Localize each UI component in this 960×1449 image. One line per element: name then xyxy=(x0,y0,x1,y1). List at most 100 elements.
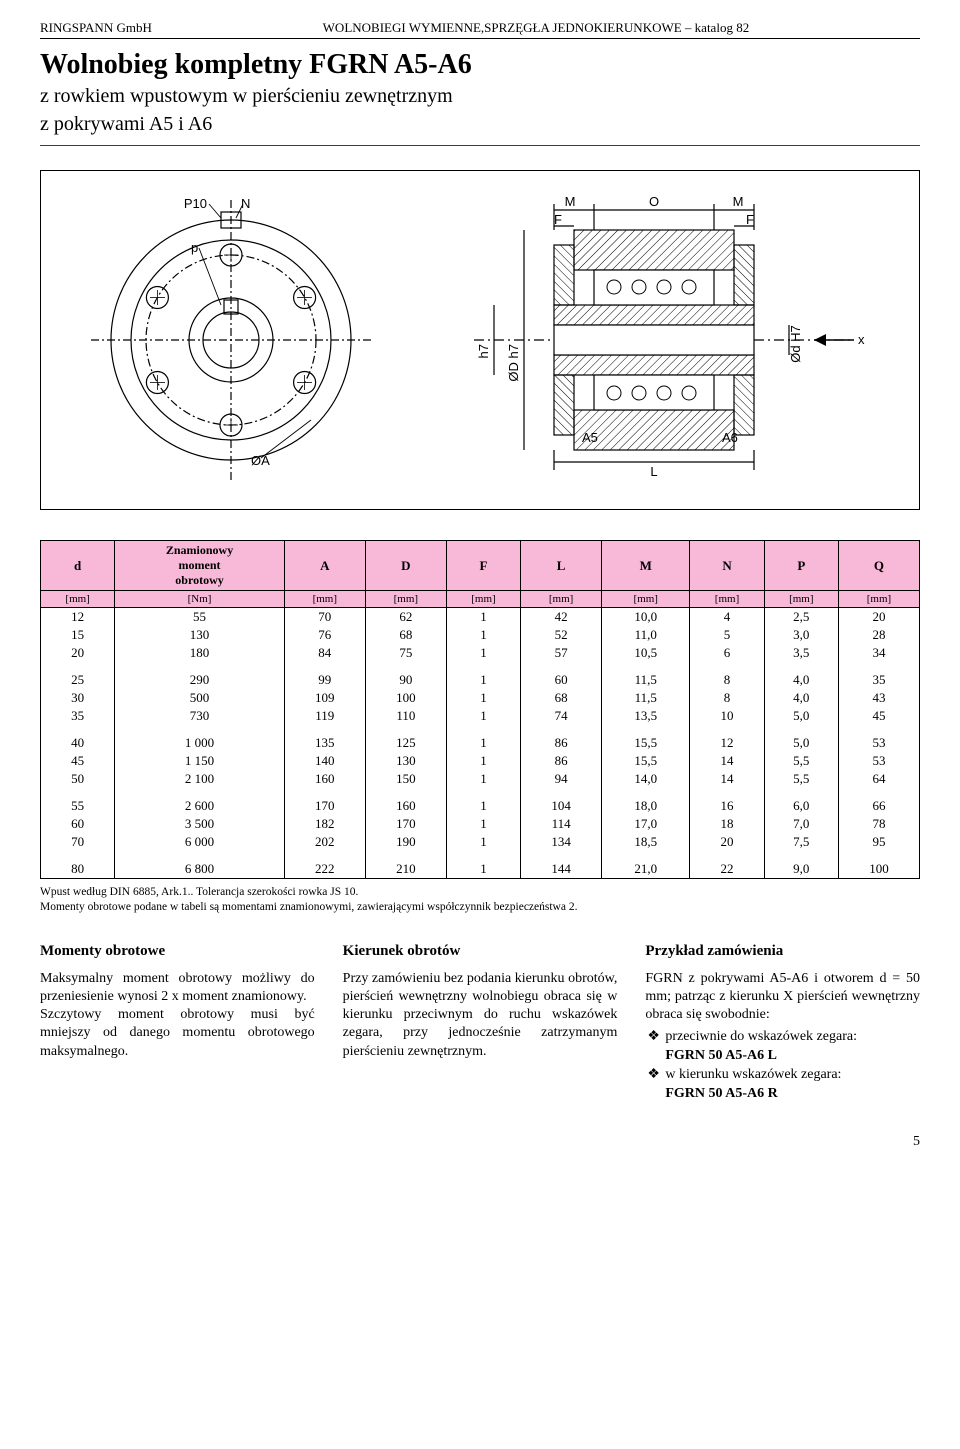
table-cell: 3,5 xyxy=(764,644,838,671)
col-n: N xyxy=(690,541,764,591)
table-cell: 14 xyxy=(690,770,764,797)
table-cell: 60 xyxy=(41,815,115,833)
table-cell: 52 xyxy=(521,626,602,644)
table-cell: 730 xyxy=(115,707,285,734)
table-row: 706 000202190113418,5207,595 xyxy=(41,833,920,860)
section1-p2: Szczytowy moment obrotowy musi być mniej… xyxy=(40,1006,315,1061)
col-torque: Znamionowymomentobrotowy xyxy=(115,541,285,591)
table-cell: 1 xyxy=(446,644,520,671)
table-cell: 11,5 xyxy=(602,689,690,707)
label-m1: M xyxy=(565,194,576,209)
table-cell: 1 xyxy=(446,671,520,689)
table-cell: 5,5 xyxy=(764,770,838,797)
label-a6: A6 xyxy=(722,430,738,445)
table-cell: 94 xyxy=(521,770,602,797)
order-list: przeciwnie do wskazówek zegara: FGRN 50 … xyxy=(645,1028,920,1104)
table-cell: 55 xyxy=(115,608,285,627)
table-cell: 150 xyxy=(365,770,446,797)
table-cell: 8 xyxy=(690,671,764,689)
table-cell: 170 xyxy=(365,815,446,833)
section2-title: Kierunek obrotów xyxy=(343,943,618,960)
table-cell: 14 xyxy=(690,752,764,770)
table-cell: 13,5 xyxy=(602,707,690,734)
table-cell: 17,0 xyxy=(602,815,690,833)
col-m: M xyxy=(602,541,690,591)
divider-red xyxy=(40,145,920,146)
table-cell: 114 xyxy=(521,815,602,833)
table-footnote: Wpust według DIN 6885, Ark.1.. Tolerancj… xyxy=(40,885,920,915)
table-cell: 6 000 xyxy=(115,833,285,860)
table-row: 401 00013512518615,5125,053 xyxy=(41,734,920,752)
table-cell: 35 xyxy=(838,671,919,689)
table-row: 451 15014013018615,5145,553 xyxy=(41,752,920,770)
table-row: 552 600170160110418,0166,066 xyxy=(41,797,920,815)
table-cell: 104 xyxy=(521,797,602,815)
drawing-front-view: N P10 p ØA xyxy=(76,190,386,490)
table-cell: 210 xyxy=(365,860,446,879)
order-item-ccw-code: FGRN 50 A5-A6 L xyxy=(665,1048,777,1063)
section1-title: Momenty obrotowe xyxy=(40,943,315,960)
table-cell: 35 xyxy=(41,707,115,734)
table-cell: 57 xyxy=(521,644,602,671)
page-header: RINGSPANN GmbH WOLNOBIEGI WYMIENNE,SPRZĘ… xyxy=(40,20,920,39)
info-columns: Momenty obrotowe Maksymalny moment obrot… xyxy=(40,943,920,1104)
table-cell: 1 xyxy=(446,815,520,833)
table-cell: 53 xyxy=(838,734,919,752)
table-cell: 66 xyxy=(838,797,919,815)
table-cell: 75 xyxy=(365,644,446,671)
header-catalog: WOLNOBIEGI WYMIENNE,SPRZĘGŁA JEDNOKIERUN… xyxy=(152,20,920,36)
table-cell: 8 xyxy=(690,689,764,707)
table-cell: 119 xyxy=(284,707,365,734)
table-cell: 110 xyxy=(365,707,446,734)
table-cell: 64 xyxy=(838,770,919,797)
unit-m: [mm] xyxy=(602,591,690,608)
table-cell: 135 xyxy=(284,734,365,752)
table-cell: 34 xyxy=(838,644,919,671)
unit-nm: [Nm] xyxy=(115,591,285,608)
table-cell: 18,0 xyxy=(602,797,690,815)
table-cell: 100 xyxy=(365,689,446,707)
table-cell: 1 xyxy=(446,770,520,797)
table-cell: 7,5 xyxy=(764,833,838,860)
table-cell: 1 xyxy=(446,689,520,707)
drawing-section-view: M O M F F L ØD h7 h7 Ød H7 A5 A6 x xyxy=(444,190,884,490)
table-cell: 90 xyxy=(365,671,446,689)
unit-a: [mm] xyxy=(284,591,365,608)
table-cell: 42 xyxy=(521,608,602,627)
table-cell: 68 xyxy=(521,689,602,707)
label-o: O xyxy=(649,194,659,209)
label-p10: P10 xyxy=(184,196,207,211)
col-f: F xyxy=(446,541,520,591)
table-cell: 50 xyxy=(41,770,115,797)
table-cell: 3 500 xyxy=(115,815,285,833)
table-cell: 12 xyxy=(41,608,115,627)
order-item-ccw: przeciwnie do wskazówek zegara: FGRN 50 … xyxy=(645,1028,920,1066)
label-f2: F xyxy=(746,212,754,227)
label-p: p xyxy=(191,240,198,255)
col-l: L xyxy=(521,541,602,591)
col-q: Q xyxy=(838,541,919,591)
table-cell: 15 xyxy=(41,626,115,644)
col-p: P xyxy=(764,541,838,591)
technical-drawing: N P10 p ØA xyxy=(40,170,920,510)
table-cell: 68 xyxy=(365,626,446,644)
table-cell: 1 xyxy=(446,707,520,734)
table-cell: 15,5 xyxy=(602,752,690,770)
table-cell: 3,0 xyxy=(764,626,838,644)
label-phiD: ØD h7 xyxy=(506,344,521,382)
unit-p: [mm] xyxy=(764,591,838,608)
label-m2: M xyxy=(733,194,744,209)
table-cell: 190 xyxy=(365,833,446,860)
table-cell: 15,5 xyxy=(602,734,690,752)
table-cell: 28 xyxy=(838,626,919,644)
table-cell: 45 xyxy=(838,707,919,734)
table-row: 25290999016011,584,035 xyxy=(41,671,920,689)
table-cell: 170 xyxy=(284,797,365,815)
col-a: A xyxy=(284,541,365,591)
table-cell: 109 xyxy=(284,689,365,707)
table-cell: 80 xyxy=(41,860,115,879)
table-cell: 500 xyxy=(115,689,285,707)
table-cell: 16 xyxy=(690,797,764,815)
table-cell: 20 xyxy=(690,833,764,860)
table-cell: 99 xyxy=(284,671,365,689)
